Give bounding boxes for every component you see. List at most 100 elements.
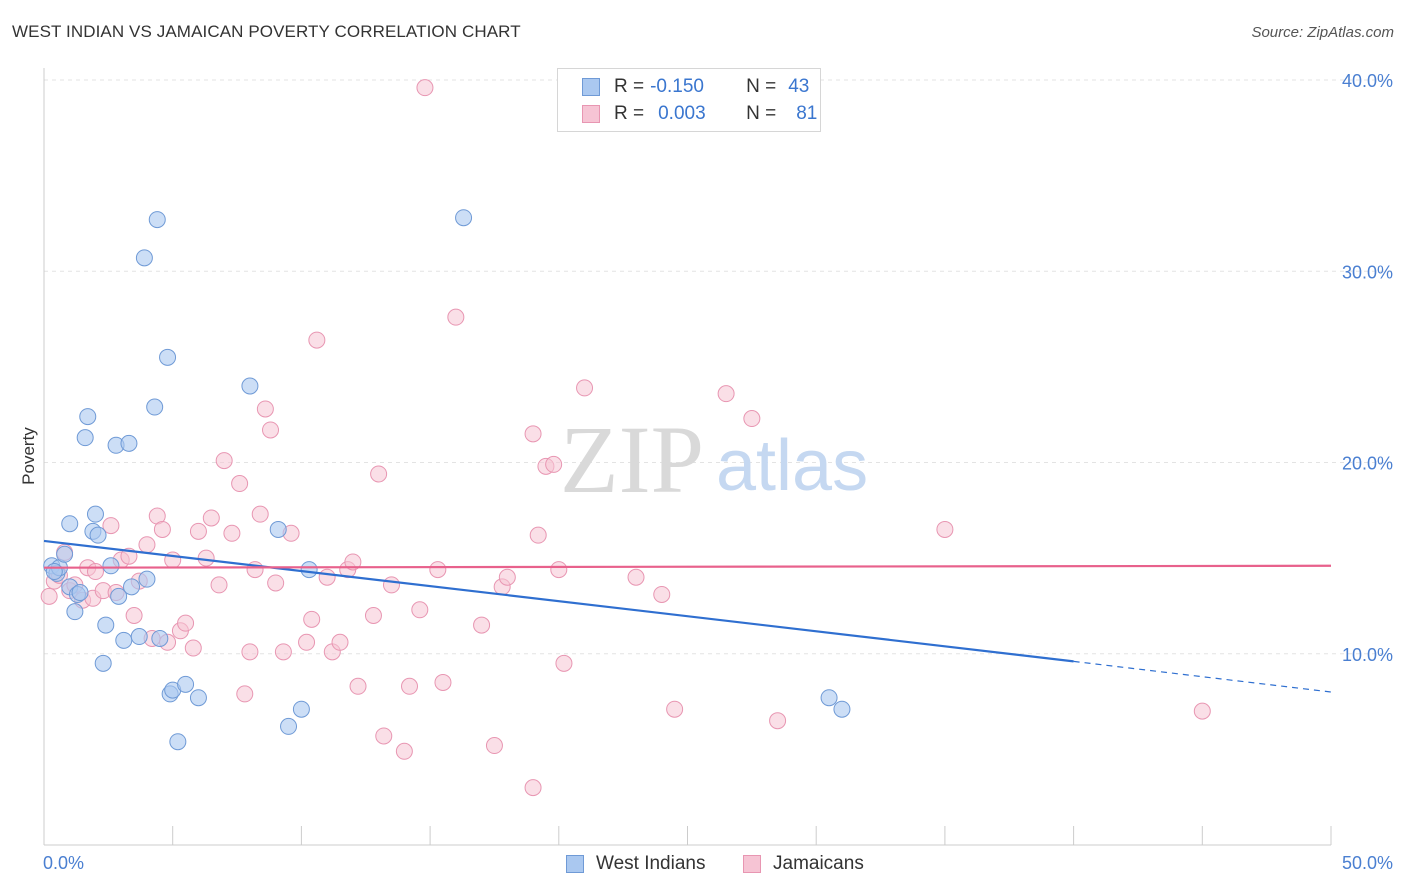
point-west-indians	[66, 603, 84, 621]
point-west-indians	[292, 700, 310, 718]
point-west-indians	[123, 578, 141, 596]
bottom-legend-swatch-jamaicans	[743, 855, 761, 873]
legend-r-value: -0.150	[650, 76, 704, 97]
point-jamaicans	[524, 779, 542, 797]
point-jamaicans	[303, 610, 321, 628]
legend-row-west-indians: R = -0.150 N = 43	[582, 75, 809, 99]
point-jamaicans	[416, 79, 434, 97]
point-west-indians	[138, 570, 156, 588]
point-jamaicans	[202, 509, 220, 527]
point-jamaicans	[653, 585, 671, 603]
bottom-legend-swatch-west-indians	[566, 855, 584, 873]
point-west-indians	[76, 429, 94, 447]
legend-row-jamaicans: R = 0.003 N = 81	[582, 102, 817, 126]
bottom-legend-label-west-indians: West Indians	[596, 853, 706, 874]
point-jamaicans	[331, 633, 349, 651]
point-jamaicans	[447, 308, 465, 326]
x-axis-ticks	[172, 826, 1332, 845]
legend-swatch-west-indians	[582, 78, 600, 96]
series-west-indians-points	[43, 209, 851, 751]
point-jamaicans	[223, 524, 241, 542]
point-west-indians	[189, 689, 207, 707]
point-jamaicans	[1193, 702, 1211, 720]
point-jamaicans	[231, 475, 249, 493]
point-west-indians	[79, 408, 97, 426]
point-jamaicans	[550, 561, 568, 579]
legend-r-label: R =	[614, 103, 645, 124]
point-jamaicans	[717, 385, 735, 403]
legend-n-value: 81	[796, 103, 818, 124]
point-west-indians	[61, 515, 79, 533]
point-west-indians	[159, 348, 177, 366]
point-jamaicans	[267, 574, 285, 592]
point-jamaicans	[395, 742, 413, 760]
point-jamaicans	[401, 677, 419, 695]
point-west-indians	[89, 526, 107, 544]
point-jamaicans	[434, 673, 452, 691]
trend-lines	[43, 539, 1332, 693]
point-jamaicans	[429, 561, 447, 579]
watermark-atlas: atlas	[716, 426, 868, 506]
x-tick-label-max: 50.0%	[1342, 853, 1393, 873]
point-west-indians	[94, 654, 112, 672]
point-jamaicans	[274, 643, 292, 661]
point-jamaicans	[666, 700, 684, 718]
point-jamaicans	[308, 331, 326, 349]
point-jamaicans	[627, 568, 645, 586]
point-west-indians	[241, 377, 259, 395]
point-west-indians	[833, 700, 851, 718]
watermark-zip: ZIP	[560, 406, 704, 513]
point-jamaicans	[262, 421, 280, 439]
point-west-indians	[130, 628, 148, 646]
gridlines	[44, 79, 1392, 655]
point-jamaicans	[318, 568, 336, 586]
point-jamaicans	[298, 633, 316, 651]
point-jamaicans	[375, 727, 393, 745]
point-jamaicans	[40, 587, 58, 605]
point-jamaicans	[236, 685, 254, 703]
point-west-indians	[146, 398, 164, 416]
chart-title: WEST INDIAN VS JAMAICAN POVERTY CORRELAT…	[12, 22, 521, 41]
point-jamaicans	[545, 455, 563, 473]
point-jamaicans	[382, 576, 400, 594]
point-jamaicans	[256, 400, 274, 418]
point-west-indians	[300, 561, 318, 579]
legend-r-value: 0.003	[658, 103, 706, 124]
point-jamaicans	[936, 520, 954, 538]
point-jamaicans	[524, 425, 542, 443]
point-jamaicans	[411, 601, 429, 619]
point-west-indians	[455, 209, 473, 227]
point-west-indians	[115, 631, 133, 649]
point-jamaicans	[743, 410, 761, 428]
source-label: Source: ZipAtlas.com	[1251, 24, 1394, 41]
y-tick-labels: 10.0% 20.0% 30.0% 40.0%	[1342, 71, 1393, 665]
bottom-legend-west-indians: West Indians	[566, 851, 705, 877]
point-jamaicans	[210, 576, 228, 594]
y-tick-label: 10.0%	[1342, 645, 1393, 665]
legend-swatch-jamaicans	[582, 105, 600, 123]
point-jamaicans	[769, 712, 787, 730]
point-jamaicans	[138, 536, 156, 554]
point-jamaicans	[184, 639, 202, 657]
point-west-indians	[135, 249, 153, 267]
legend-n-label: N =	[746, 103, 777, 124]
point-west-indians	[120, 434, 138, 452]
trend-line-west-indians-extension	[1073, 660, 1332, 693]
y-tick-label: 20.0%	[1342, 454, 1393, 474]
point-jamaicans	[177, 614, 195, 632]
point-west-indians	[820, 689, 838, 707]
legend-n-label: N =	[746, 76, 777, 97]
trend-line-west-indians	[43, 539, 1074, 663]
point-jamaicans	[370, 465, 388, 483]
point-jamaicans	[125, 607, 143, 624]
point-west-indians	[102, 557, 120, 575]
point-jamaicans	[344, 553, 362, 571]
point-jamaicans	[485, 737, 503, 755]
point-west-indians	[71, 584, 89, 602]
point-jamaicans	[215, 452, 233, 470]
point-west-indians	[177, 675, 195, 693]
point-west-indians	[269, 520, 287, 538]
point-jamaicans	[473, 616, 491, 634]
point-jamaicans	[153, 520, 171, 538]
